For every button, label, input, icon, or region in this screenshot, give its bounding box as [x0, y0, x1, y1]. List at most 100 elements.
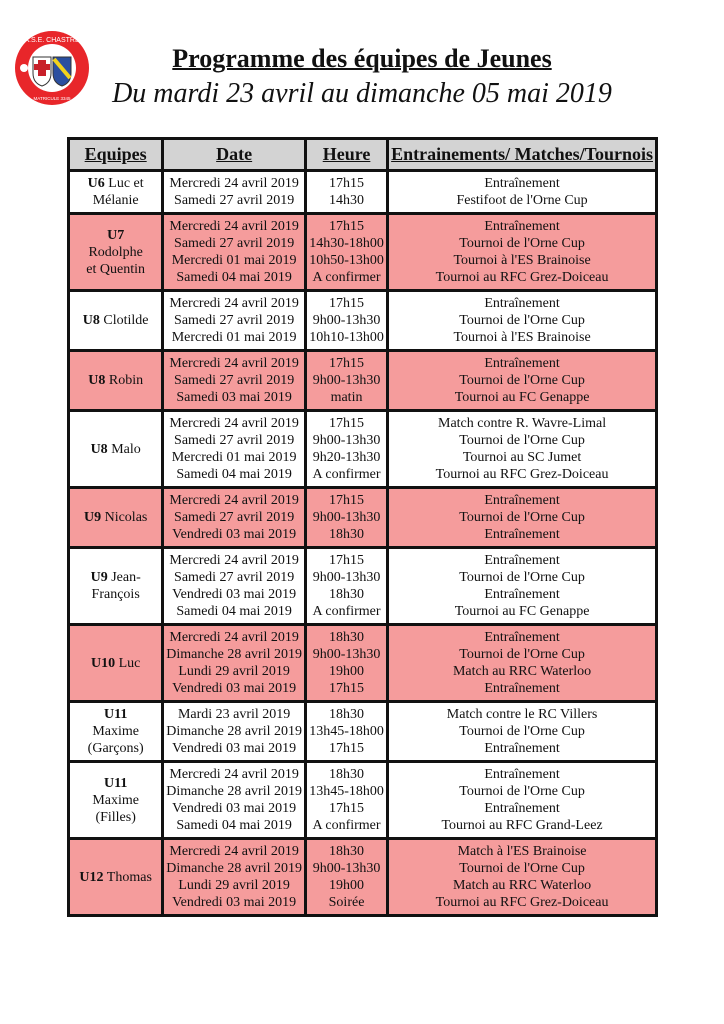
date-cell: Mercredi 24 avril 2019 Samedi 27 avril 20… — [161, 212, 307, 292]
time-line: 14h30 — [329, 193, 365, 208]
event-cell: Entraînement Tournoi de l'Orne Cup Entraîn… — [386, 760, 658, 840]
date-line: Lundi 29 avril 2019 — [178, 664, 290, 679]
time-cell: 17h15 14h30 — [303, 169, 390, 215]
team-cell: U11 Maxime (Filles) — [66, 760, 165, 840]
time-line: 17h15 — [329, 553, 365, 568]
event-line: Tournoi à l'ES Brainoise — [453, 330, 591, 345]
date-line: Dimanche 28 avril 2019 — [166, 647, 302, 662]
team-category: U11 — [103, 775, 128, 791]
table-row: U7 Rodolphe et Quentin Mercredi 24 avril … — [66, 212, 658, 292]
date-line: Samedi 04 mai 2019 — [176, 270, 292, 285]
team-cell: U6 Luc et Mélanie — [66, 169, 165, 215]
event-cell: Entraînement Tournoi de l'Orne Cup Tournoi… — [386, 289, 658, 352]
date-cell: Mercredi 24 avril 2019 Dimanche 28 avril … — [161, 760, 307, 840]
table-body: U6 Luc et Mélanie Mercredi 24 avril 2019 S… — [66, 169, 658, 917]
date-line: Samedi 27 avril 2019 — [174, 313, 295, 328]
time-cell: 17h15 9h00-13h30 10h10-13h00 — [303, 289, 390, 352]
event-line: Tournoi au RFC Grand-Leez — [441, 818, 603, 833]
team-cell: U11 Maxime (Garçons) — [66, 700, 165, 763]
team-category: U9 — [83, 510, 102, 525]
table-row: U10 Luc Mercredi 24 avril 2019 Dimanche 28… — [66, 623, 658, 703]
event-cell: Entraînement Tournoi de l'Orne Cup Entraîn… — [386, 546, 658, 626]
time-line: 17h15 — [329, 416, 365, 431]
team-cell: U8 Malo — [66, 409, 165, 489]
header-date: Date — [161, 137, 307, 172]
date-cell: Mercredi 24 avril 2019 Samedi 27 avril 20… — [161, 409, 307, 489]
date-line: Vendredi 03 mai 2019 — [172, 681, 297, 696]
event-line: Tournoi de l'Orne Cup — [459, 647, 585, 662]
event-cell: Match à l'ES Brainoise Tournoi de l'Orne … — [386, 837, 658, 917]
header-equipes: Equipes — [66, 137, 165, 172]
time-line: 17h15 — [329, 681, 365, 696]
date-line: Mercredi 01 mai 2019 — [171, 253, 297, 268]
time-cell: 17h15 9h00-13h30 matin — [303, 349, 390, 412]
time-line: A confirmer — [312, 270, 381, 285]
date-line: Mercredi 24 avril 2019 — [169, 493, 299, 508]
date-line: Mercredi 24 avril 2019 — [169, 356, 299, 371]
event-line: Tournoi de l'Orne Cup — [459, 861, 585, 876]
event-cell: Entraînement Festifoot de l'Orne Cup — [386, 169, 658, 215]
date-line: Samedi 27 avril 2019 — [174, 193, 295, 208]
team-cell: U8 Clotilde — [66, 289, 165, 352]
date-line: Mercredi 24 avril 2019 — [169, 219, 299, 234]
event-cell: Entraînement Tournoi de l'Orne Cup Tournoi… — [386, 212, 658, 292]
time-line: 17h15 — [329, 219, 365, 234]
time-line: 17h15 — [329, 176, 365, 191]
time-line: 18h30 — [329, 587, 365, 602]
table-row: U9 Nicolas Mercredi 24 avril 2019 Samedi 2… — [66, 486, 658, 549]
event-line: Entraînement — [484, 356, 560, 371]
event-line: Tournoi de l'Orne Cup — [459, 433, 585, 448]
event-cell: Entraînement Tournoi de l'Orne Cup Entraîn… — [386, 486, 658, 549]
time-cell: 18h30 9h00-13h30 19h00 Soirée — [303, 837, 390, 917]
team-category: U9 — [90, 570, 108, 585]
time-line: 9h00-13h30 — [312, 510, 381, 525]
event-line: Entraînement — [484, 681, 560, 696]
date-line: Mercredi 24 avril 2019 — [169, 176, 299, 191]
team-coach: Nicolas — [104, 510, 148, 525]
time-cell: 17h15 9h00-13h30 18h30 — [303, 486, 390, 549]
event-line: Tournoi au RFC Grez-Doiceau — [435, 270, 609, 285]
event-line: Tournoi de l'Orne Cup — [459, 724, 585, 739]
time-line: 9h00-13h30 — [312, 373, 381, 388]
date-line: Mercredi 24 avril 2019 — [169, 296, 299, 311]
date-line: Dimanche 28 avril 2019 — [166, 724, 302, 739]
time-cell: 18h30 13h45-18h00 17h15 A confirmer — [303, 760, 390, 840]
team-cell: U8 Robin — [66, 349, 165, 412]
time-line: A confirmer — [312, 467, 381, 482]
date-line: Mardi 23 avril 2019 — [177, 707, 291, 722]
event-line: Match au RRC Waterloo — [452, 878, 592, 893]
time-line: 9h00-13h30 — [312, 433, 381, 448]
table-row: U8 Malo Mercredi 24 avril 2019 Samedi 27 a… — [66, 409, 658, 489]
table-row: U11 Maxime (Garçons) Mardi 23 avril 2019 D… — [66, 700, 658, 763]
time-cell: 18h30 9h00-13h30 19h00 17h15 — [303, 623, 390, 703]
event-line: Match contre R. Wavre-Limal — [438, 416, 607, 431]
event-line: Tournoi au RFC Grez-Doiceau — [435, 467, 609, 482]
date-line: Mercredi 01 mai 2019 — [171, 330, 297, 345]
date-line: Dimanche 28 avril 2019 — [166, 784, 302, 799]
team-cell: U12 Thomas — [66, 837, 165, 917]
date-line: Vendredi 03 mai 2019 — [172, 895, 297, 910]
date-cell: Mercredi 24 avril 2019 Samedi 27 avril 20… — [161, 546, 307, 626]
time-line: 18h30 — [329, 844, 365, 859]
date-cell: Mercredi 24 avril 2019 Dimanche 28 avril … — [161, 623, 307, 703]
date-line: Samedi 27 avril 2019 — [174, 236, 295, 251]
date-line: Dimanche 28 avril 2019 — [166, 861, 302, 876]
time-cell: 17h15 9h00-13h30 18h30 A confirmer — [303, 546, 390, 626]
table-header-row: Equipes Date Heure Entrainements/ Matche… — [66, 137, 658, 172]
team-coach: Maxime (Garçons) — [87, 724, 144, 756]
team-coach: Rodolphe et Quentin — [86, 244, 146, 277]
time-cell: 18h30 13h45-18h00 17h15 — [303, 700, 390, 763]
page-subtitle: Du mardi 23 avril au dimanche 05 mai 201… — [112, 78, 612, 109]
team-category: U8 — [82, 313, 100, 328]
event-line: Entraînement — [484, 587, 560, 602]
time-line: 14h30-18h00 — [309, 236, 384, 251]
team-category: U10 — [90, 655, 116, 671]
event-line: Tournoi au FC Genappe — [454, 390, 590, 405]
date-line: Samedi 04 mai 2019 — [176, 604, 292, 619]
team-category: U12 — [79, 869, 104, 885]
event-line: Entraînement — [484, 801, 560, 816]
event-line: Tournoi au FC Genappe — [454, 604, 590, 619]
event-cell: Entraînement Tournoi de l'Orne Cup Match a… — [386, 623, 658, 703]
time-line: 17h15 — [329, 296, 365, 311]
team-cell: U9 Nicolas — [66, 486, 165, 549]
